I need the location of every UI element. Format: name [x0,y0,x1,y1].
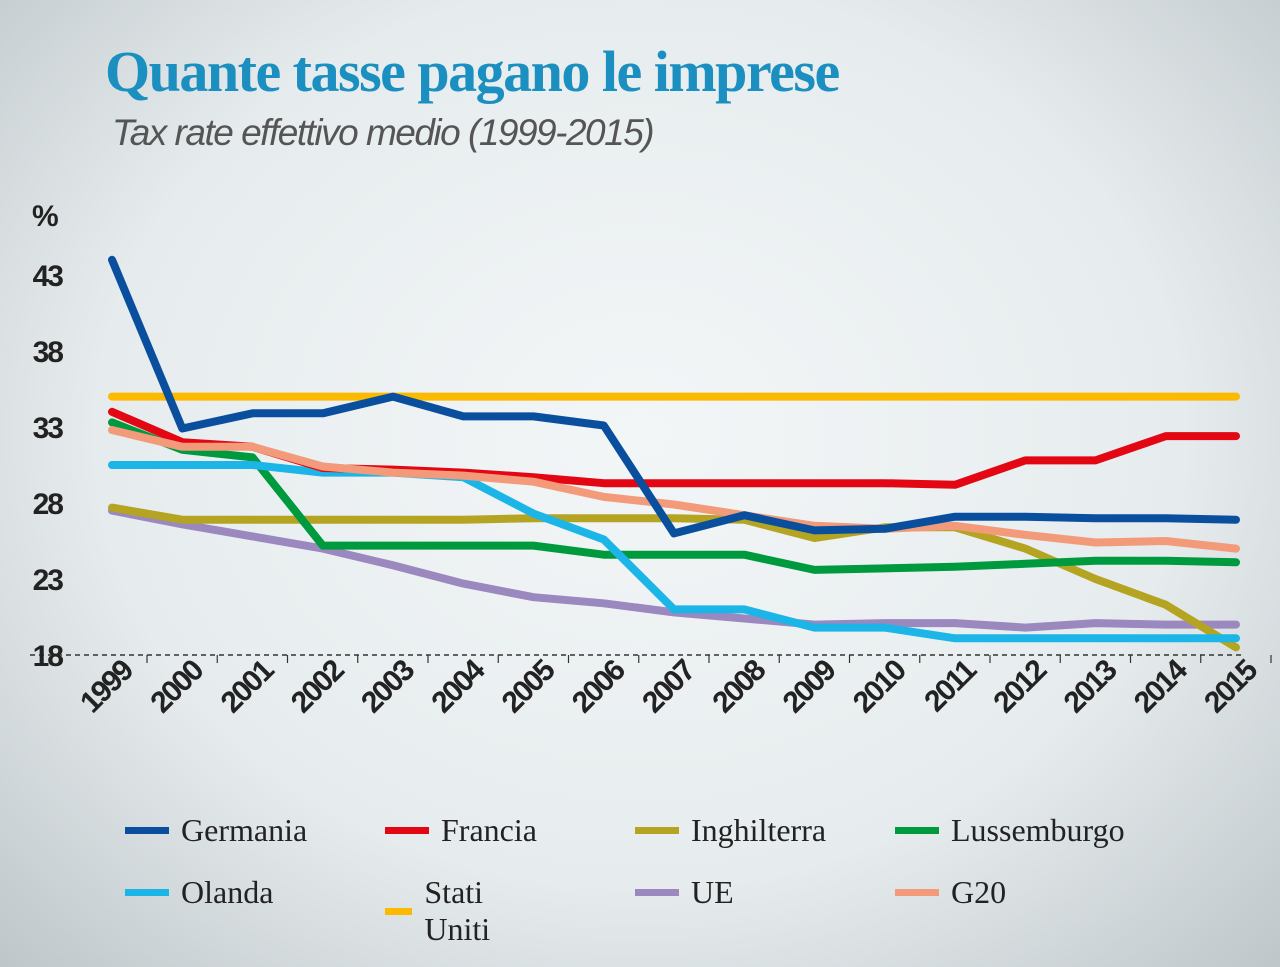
legend-swatch [635,827,679,834]
series-line-lussemburgo [108,418,1240,574]
y-tick-label: 28 [33,488,64,521]
legend-label: Inghilterra [691,812,827,848]
series-line-francia [108,407,1240,489]
legend-swatch [895,889,939,896]
x-tick-label: 2001 [215,654,281,720]
x-tick-label: 1999 [74,654,140,720]
y-tick-label: 38 [33,336,64,369]
legend-item: Inghilterra [635,812,826,849]
legend-swatch [125,827,169,834]
legend-swatch [125,889,169,896]
x-tick-label: 2002 [285,654,351,720]
legend-item: Olanda [125,874,273,911]
x-tick-label: 2000 [144,654,210,720]
legend-item: Lussemburgo [895,812,1125,849]
legend-label: G20 [951,874,1007,910]
x-tick-label: 2006 [566,654,632,720]
y-tick-label: 23 [33,564,64,597]
chart-title: Quante tasse pagano le imprese [105,39,840,104]
legend-label: Germania [181,812,308,848]
legend-label: Olanda [181,874,274,910]
legend-swatch [385,827,429,834]
x-tick-label: 2009 [777,654,843,720]
series-line-germania [108,255,1240,538]
legend-label: Lussemburgo [951,812,1125,848]
y-axis-label: % [32,200,59,233]
y-tick-label: 18 [33,640,64,673]
legend-swatch [895,827,939,834]
x-tick-label: 2011 [918,654,983,719]
legend-label: UE [691,874,734,910]
x-tick-label: 2010 [847,654,913,720]
legend-item: Stati Uniti [385,874,507,948]
x-tick-label: 2008 [706,654,772,720]
x-tick-label: 2005 [496,654,562,720]
legend-label: Francia [441,812,537,848]
x-tick-label: 2004 [425,653,492,720]
x-tick-label: 2012 [987,654,1053,720]
legend-swatch [385,907,413,915]
x-tick-label: 2007 [636,654,702,720]
chart-subtitle: Tax rate effettivo medio (1999-2015) [112,112,655,153]
legend-item: Germania [125,812,307,849]
legend-label: Stati Uniti [424,874,491,947]
x-tick-label: 2003 [355,654,421,720]
x-tick-label: 2014 [1128,653,1195,720]
x-tick-label: 2013 [1058,654,1124,720]
y-tick-label: 43 [33,260,64,293]
y-tick-label: 33 [33,412,64,445]
series-line-olanda [108,461,1240,643]
legend-item: UE [635,874,734,911]
legend-item: G20 [895,874,1006,911]
x-tick-label: 2015 [1198,654,1264,720]
legend-item: Francia [385,812,537,849]
series-line-g20 [108,426,1240,553]
legend-swatch [635,889,679,896]
